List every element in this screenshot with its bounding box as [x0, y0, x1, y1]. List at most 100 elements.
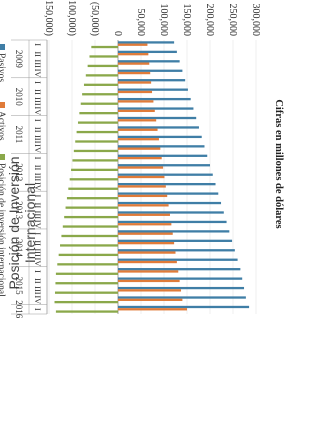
bar	[118, 223, 172, 226]
period-label: III	[33, 97, 43, 106]
bar	[75, 140, 118, 143]
bar	[80, 102, 118, 105]
bar	[117, 241, 175, 245]
bar	[79, 112, 118, 115]
bar	[117, 156, 162, 160]
bar	[118, 50, 177, 54]
bar	[55, 272, 118, 275]
bar	[118, 279, 180, 283]
bar	[118, 204, 169, 207]
bar	[118, 230, 230, 233]
period-label: II	[33, 278, 43, 284]
bar	[73, 149, 118, 153]
legend-swatch	[0, 44, 5, 50]
period-label: II	[33, 89, 43, 95]
bar	[118, 289, 182, 292]
bar	[118, 220, 227, 224]
chart-subtitle: Cifras en millones de dólares	[273, 99, 284, 228]
bar	[118, 166, 164, 169]
year-label: 2011	[14, 126, 24, 144]
y-tick-label: 150,000	[181, 4, 192, 37]
legend-swatch	[0, 154, 5, 160]
year-label: 2012	[14, 163, 24, 181]
period-label: III	[33, 59, 43, 68]
bar	[82, 93, 118, 96]
period-label: I	[33, 270, 43, 273]
period-label: III	[33, 248, 43, 257]
bar	[87, 64, 118, 68]
year-label: 2013	[14, 201, 24, 220]
year-label: 2014	[14, 239, 24, 258]
bar	[118, 109, 155, 113]
period-label: I	[33, 157, 43, 160]
year-label: 2009	[14, 50, 24, 69]
bar	[57, 263, 118, 266]
bar	[77, 121, 118, 124]
year-label: 2016	[14, 300, 24, 319]
legend-label: Activos	[0, 111, 6, 141]
period-label: III	[33, 173, 43, 182]
bar	[118, 107, 194, 110]
bar	[117, 128, 158, 131]
bar	[117, 41, 175, 44]
y-tick-label: 50,000	[135, 9, 146, 37]
period-label: IV	[33, 106, 43, 116]
bar	[117, 270, 179, 273]
legend-label: Pasivos	[0, 53, 6, 82]
period-label: I	[33, 81, 43, 84]
bar	[118, 53, 149, 56]
bar	[118, 88, 188, 91]
bar	[117, 185, 166, 188]
period-label: I	[33, 308, 43, 311]
bar	[65, 206, 118, 209]
period-label: II	[33, 203, 43, 209]
y-tick-label: (150,000)	[43, 0, 54, 36]
period-label: IV	[33, 69, 43, 79]
period-label: I	[33, 119, 43, 122]
period-label: III	[33, 135, 43, 144]
year-label: 2015	[14, 277, 24, 296]
legend-swatch	[0, 102, 5, 108]
bar	[118, 116, 197, 120]
bar	[60, 244, 118, 247]
bar	[118, 138, 159, 141]
bar	[58, 253, 118, 257]
bar	[117, 69, 183, 72]
bar	[118, 308, 187, 311]
period-label: I	[33, 43, 43, 46]
bar	[85, 74, 118, 77]
bar	[66, 197, 118, 200]
bar	[117, 305, 250, 309]
bar	[118, 60, 180, 63]
bar	[118, 154, 208, 157]
bar	[71, 168, 118, 172]
bar	[118, 182, 216, 186]
bar	[118, 201, 222, 205]
period-label: IV	[33, 220, 43, 230]
bar	[118, 249, 235, 252]
bar	[83, 83, 118, 86]
bar	[69, 178, 118, 181]
legend: Pasivos Activos Posición de inversión inte…	[0, 44, 6, 297]
bar	[118, 173, 213, 176]
bar	[118, 251, 176, 254]
y-tick-label: 100,000	[158, 4, 169, 37]
period-label: II	[33, 165, 43, 171]
bar	[117, 71, 151, 75]
y-tick-label: 250,000	[227, 4, 238, 37]
bar	[118, 239, 233, 242]
legend-label: Posición de inversión internacional	[0, 163, 6, 297]
x-axis: IIIIIIIVIIIIIIIVIIIIIIIVIIIIIIIVIIIIIIIV…	[11, 39, 48, 319]
bar	[72, 159, 118, 162]
bar	[117, 90, 153, 94]
period-label: I	[33, 232, 43, 235]
y-tick-label: (100,000)	[66, 0, 77, 36]
bar	[118, 232, 173, 235]
y-tick-label: 200,000	[204, 4, 215, 37]
bar	[117, 298, 183, 301]
period-label: I	[33, 194, 43, 197]
y-tick-label: (50,000)	[89, 2, 100, 36]
period-label: II	[33, 127, 43, 133]
